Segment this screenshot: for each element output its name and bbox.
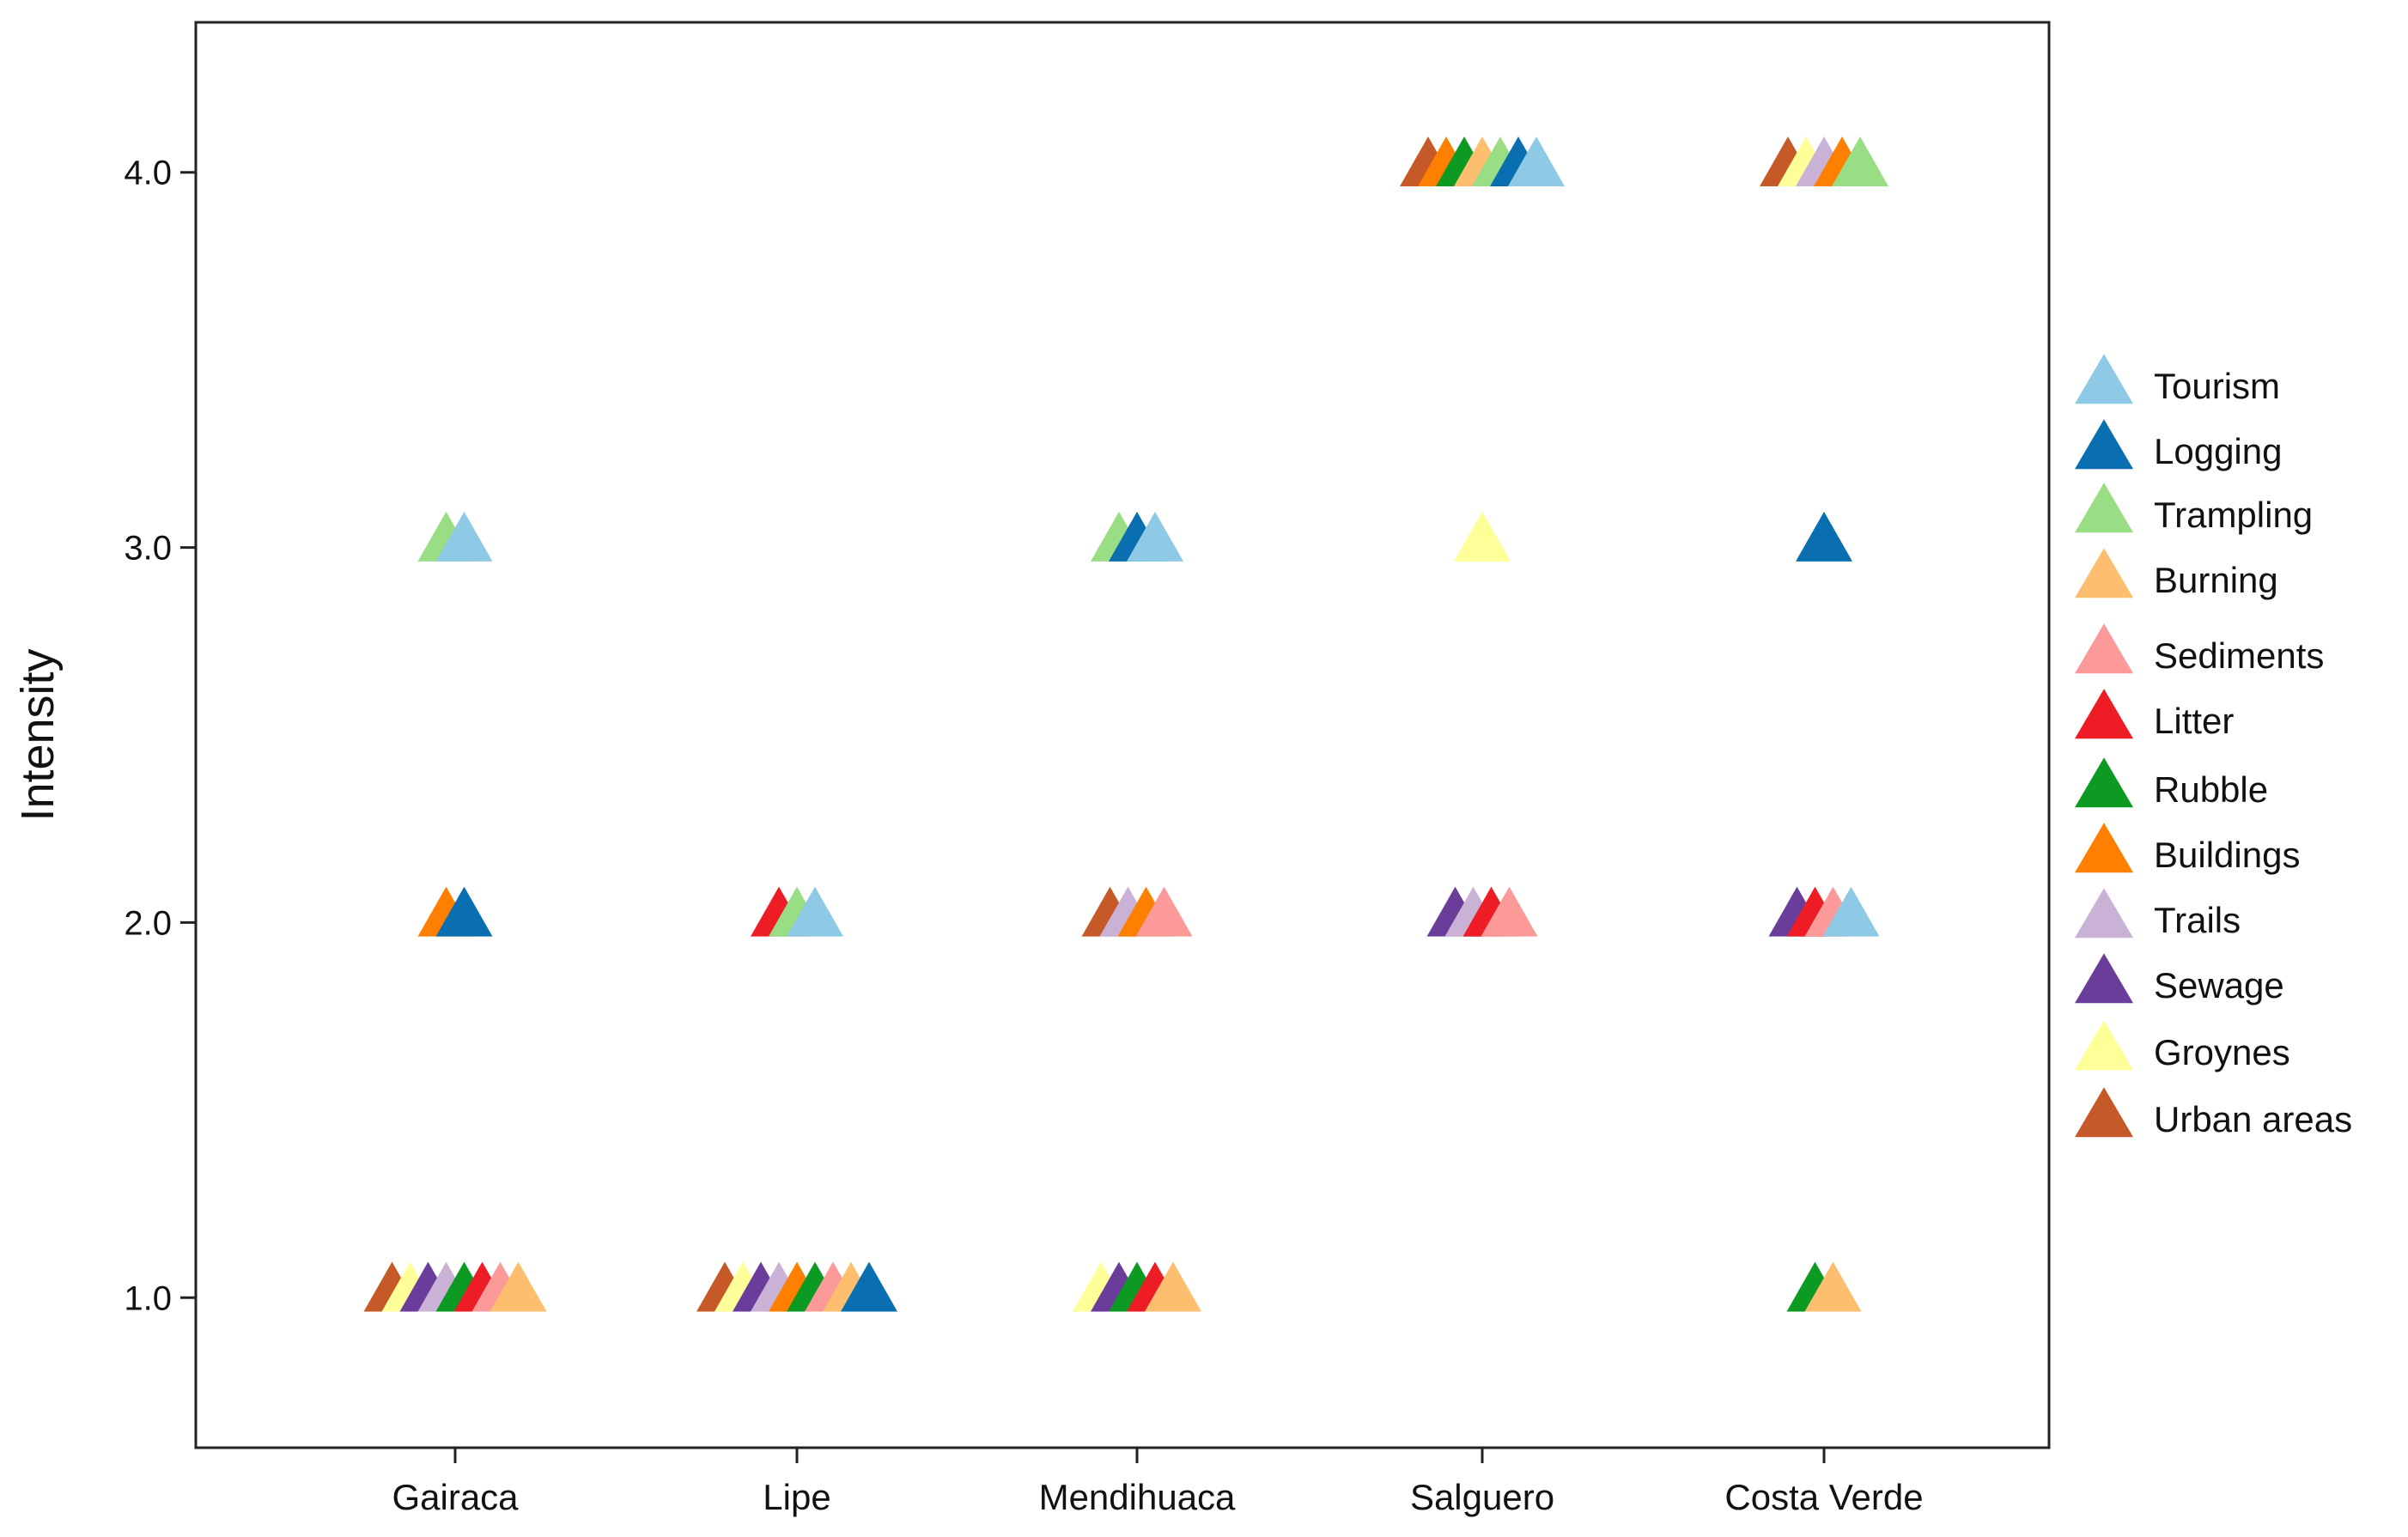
legend-key-burning — [2075, 548, 2133, 598]
legend-key-logging — [2075, 419, 2133, 470]
x-tick-label: Salguero — [1410, 1477, 1554, 1517]
legend-label-tourism: Tourism — [2154, 366, 2280, 406]
marker-groynes — [1454, 511, 1511, 562]
legend-key-sediments — [2075, 623, 2133, 674]
legend-label-sewage: Sewage — [2154, 965, 2284, 1005]
legend-key-tourism — [2075, 354, 2133, 404]
plot-frame — [194, 21, 2051, 1449]
marker-logging — [841, 1261, 897, 1312]
x-tick-label: Mendihuaca — [1039, 1477, 1236, 1517]
legend-key-trails — [2075, 888, 2133, 939]
y-tick-label: 4.0 — [124, 155, 172, 192]
y-axis-title: Intensity — [12, 648, 64, 821]
marker-logging — [1796, 511, 1852, 562]
legend-label-urban-areas: Urban areas — [2154, 1099, 2352, 1139]
marker-tourism — [1508, 136, 1565, 186]
marker-tourism — [1127, 511, 1183, 562]
data-markers — [363, 136, 1888, 1312]
legend-key-trampling — [2075, 483, 2133, 533]
legend-label-groynes: Groynes — [2154, 1032, 2290, 1072]
legend-label-trails: Trails — [2154, 900, 2241, 940]
marker-tourism — [787, 886, 843, 937]
y-tick-label: 2.0 — [124, 904, 172, 942]
legend-label-trampling: Trampling — [2154, 495, 2313, 535]
legend-label-burning: Burning — [2154, 560, 2278, 600]
legend-label-logging: Logging — [2154, 431, 2282, 471]
marker-sediments — [1135, 886, 1193, 937]
x-tick-label: Gairaca — [392, 1477, 519, 1517]
y-axis: 1.0 2.0 3.0 4.0 — [124, 155, 196, 1317]
marker-tourism — [435, 511, 493, 562]
y-tick-label: 3.0 — [124, 530, 172, 568]
legend-key-sewage — [2075, 953, 2133, 1004]
marker-sediments — [1481, 886, 1538, 937]
legend-label-buildings: Buildings — [2154, 835, 2300, 875]
legend-label-rubble: Rubble — [2154, 769, 2268, 810]
legend-key-litter — [2075, 689, 2133, 739]
legend-key-buildings — [2075, 823, 2133, 873]
legend-key-urban-areas — [2075, 1087, 2133, 1138]
legend-key-groynes — [2075, 1020, 2133, 1071]
legend-label-litter: Litter — [2154, 701, 2234, 741]
legend: Tourism Logging Trampling Burning Sediments L… — [2075, 354, 2352, 1139]
x-tick-label: Lipe — [763, 1477, 830, 1517]
legend-key-rubble — [2075, 757, 2133, 808]
marker-burning — [490, 1261, 547, 1312]
x-tick-label: Costa Verde — [1724, 1477, 1923, 1517]
marker-trampling — [1832, 136, 1888, 186]
marker-tourism — [1822, 886, 1880, 937]
marker-burning — [1804, 1261, 1862, 1312]
legend-label-sediments: Sediments — [2154, 635, 2324, 676]
marker-logging — [435, 886, 493, 937]
marker-burning — [1145, 1261, 1201, 1312]
y-tick-label: 1.0 — [124, 1279, 172, 1317]
x-axis: Gairaca Lipe Mendihuaca Salguero Costa Verde — [392, 1448, 1924, 1517]
